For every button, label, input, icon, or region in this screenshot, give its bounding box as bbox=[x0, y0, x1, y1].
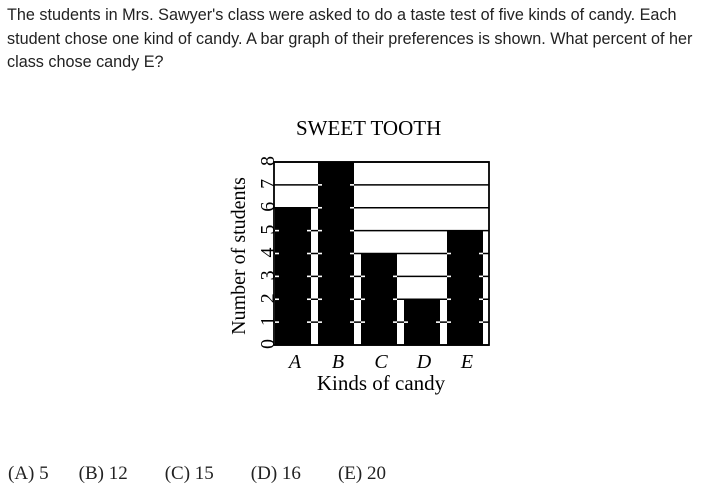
bars bbox=[275, 162, 483, 345]
y-axis-label: Number of students bbox=[228, 177, 250, 335]
x-tick-label: C bbox=[374, 351, 388, 373]
bar-c bbox=[361, 253, 397, 345]
chart-title: SWEET TOOTH bbox=[296, 116, 442, 140]
x-tick-label: D bbox=[416, 351, 432, 373]
choice-e[interactable]: (E) 20 bbox=[337, 463, 386, 484]
choice-b[interactable]: (B) 12 bbox=[78, 463, 128, 484]
y-tick-label: 8 bbox=[257, 156, 279, 166]
x-tick-label: B bbox=[332, 351, 344, 373]
x-axis-label: Kinds of candy bbox=[317, 371, 446, 395]
y-tick-label: 6 bbox=[257, 202, 279, 212]
y-tick-label: 7 bbox=[257, 179, 279, 189]
choice-c[interactable]: (C) 15 bbox=[164, 463, 214, 484]
question-text: The students in Mrs. Sawyer's class were… bbox=[7, 6, 693, 71]
y-tick-label: 1 bbox=[257, 316, 279, 326]
x-tick-label: A bbox=[287, 351, 302, 373]
x-tick-label: E bbox=[460, 351, 473, 373]
plot-border bbox=[273, 161, 490, 346]
y-tick-labels: 0 1 2 3 4 5 6 7 8 bbox=[257, 156, 279, 349]
y-tick-label: 4 bbox=[257, 248, 279, 258]
y-tick-label: 0 bbox=[257, 339, 279, 349]
bar-b bbox=[318, 162, 354, 345]
x-tick-labels: A B C D E bbox=[287, 351, 473, 373]
plot-frame bbox=[273, 161, 490, 346]
bar-e bbox=[447, 230, 483, 345]
bar-d bbox=[404, 299, 440, 345]
answer-choices: (A) 5 (B) 12 (C) 15 (D) 16 (E) 20 bbox=[8, 463, 386, 485]
y-tick-label: 3 bbox=[257, 270, 279, 280]
y-tick-label: 2 bbox=[257, 293, 279, 303]
y-tick-label: 5 bbox=[257, 225, 279, 235]
bar-a bbox=[275, 207, 311, 345]
choice-d[interactable]: (D) 16 bbox=[250, 463, 301, 484]
choice-a[interactable]: (A) 5 bbox=[8, 463, 49, 484]
